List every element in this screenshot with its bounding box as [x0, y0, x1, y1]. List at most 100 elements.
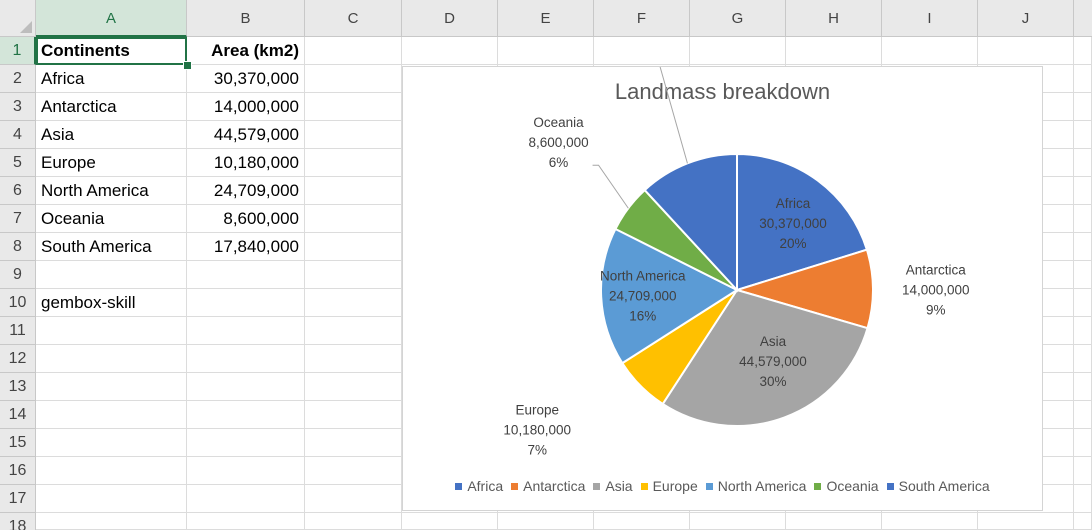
- pie-slice-asia[interactable]: [661, 288, 869, 427]
- cell-b16[interactable]: [187, 457, 305, 485]
- cell-k15[interactable]: [1074, 429, 1092, 457]
- legend-item-oceania[interactable]: Oceania: [814, 478, 879, 494]
- cell-k10[interactable]: [1074, 289, 1092, 317]
- fill-handle[interactable]: [183, 61, 192, 70]
- cell-c13[interactable]: [305, 373, 402, 401]
- cell-a2[interactable]: Africa: [36, 65, 187, 93]
- cell-a8[interactable]: South America: [36, 233, 187, 261]
- cell-c14[interactable]: [305, 401, 402, 429]
- cell-b12[interactable]: [187, 345, 305, 373]
- cell-c6[interactable]: [305, 177, 402, 205]
- cell-j1[interactable]: [978, 37, 1074, 65]
- cell-h1[interactable]: [786, 37, 882, 65]
- row-header-10[interactable]: 10: [0, 289, 36, 317]
- row-header-16[interactable]: 16: [0, 457, 36, 485]
- cell-c7[interactable]: [305, 205, 402, 233]
- row-header-7[interactable]: 7: [0, 205, 36, 233]
- cell-k1[interactable]: [1074, 37, 1092, 65]
- column-header-a[interactable]: A: [36, 0, 187, 37]
- cell-k12[interactable]: [1074, 345, 1092, 373]
- cell-k16[interactable]: [1074, 457, 1092, 485]
- legend-item-europe[interactable]: Europe: [640, 478, 698, 494]
- cell-b18[interactable]: [187, 513, 305, 530]
- cell-a18[interactable]: [36, 513, 187, 530]
- cell-a12[interactable]: [36, 345, 187, 373]
- cell-a3[interactable]: Antarctica: [36, 93, 187, 121]
- cell-a9[interactable]: [36, 261, 187, 289]
- row-header-18[interactable]: 18: [0, 513, 36, 530]
- pie-slice-north-america[interactable]: [600, 227, 740, 365]
- cell-c4[interactable]: [305, 121, 402, 149]
- row-header-13[interactable]: 13: [0, 373, 36, 401]
- cell-b10[interactable]: [187, 289, 305, 317]
- legend-item-africa[interactable]: Africa: [455, 478, 503, 494]
- cell-a15[interactable]: [36, 429, 187, 457]
- cell-c16[interactable]: [305, 457, 402, 485]
- cell-c2[interactable]: [305, 65, 402, 93]
- cell-c15[interactable]: [305, 429, 402, 457]
- legend-item-north-america[interactable]: North America: [705, 478, 806, 494]
- cell-k14[interactable]: [1074, 401, 1092, 429]
- cell-k8[interactable]: [1074, 233, 1092, 261]
- row-header-2[interactable]: 2: [0, 65, 36, 93]
- column-header-h[interactable]: H: [786, 0, 882, 37]
- cell-g1[interactable]: [690, 37, 786, 65]
- cell-b17[interactable]: [187, 485, 305, 513]
- cell-b13[interactable]: [187, 373, 305, 401]
- cell-k17[interactable]: [1074, 485, 1092, 513]
- cell-f1[interactable]: [594, 37, 690, 65]
- cell-a16[interactable]: [36, 457, 187, 485]
- cell-k11[interactable]: [1074, 317, 1092, 345]
- cell-b11[interactable]: [187, 317, 305, 345]
- column-header-g[interactable]: G: [690, 0, 786, 37]
- cell-k6[interactable]: [1074, 177, 1092, 205]
- cell-b5[interactable]: 10,180,000: [187, 149, 305, 177]
- column-header-f[interactable]: F: [594, 0, 690, 37]
- cell-b9[interactable]: [187, 261, 305, 289]
- row-header-3[interactable]: 3: [0, 93, 36, 121]
- cell-k7[interactable]: [1074, 205, 1092, 233]
- column-header-c[interactable]: C: [305, 0, 402, 37]
- cell-c9[interactable]: [305, 261, 402, 289]
- row-header-15[interactable]: 15: [0, 429, 36, 457]
- cell-h18[interactable]: [786, 513, 882, 530]
- cell-b6[interactable]: 24,709,000: [187, 177, 305, 205]
- cell-a1[interactable]: Continents: [36, 37, 187, 65]
- cell-k9[interactable]: [1074, 261, 1092, 289]
- cell-a4[interactable]: Asia: [36, 121, 187, 149]
- column-header-b[interactable]: B: [187, 0, 305, 37]
- cell-c11[interactable]: [305, 317, 402, 345]
- cell-b7[interactable]: 8,600,000: [187, 205, 305, 233]
- row-header-1[interactable]: 1: [0, 37, 36, 65]
- cell-k4[interactable]: [1074, 121, 1092, 149]
- row-header-12[interactable]: 12: [0, 345, 36, 373]
- cell-k3[interactable]: [1074, 93, 1092, 121]
- cell-b14[interactable]: [187, 401, 305, 429]
- cell-c17[interactable]: [305, 485, 402, 513]
- row-header-8[interactable]: 8: [0, 233, 36, 261]
- cell-c8[interactable]: [305, 233, 402, 261]
- column-header-e[interactable]: E: [498, 0, 594, 37]
- cell-b1[interactable]: Area (km2): [187, 37, 305, 65]
- cell-a5[interactable]: Europe: [36, 149, 187, 177]
- row-header-4[interactable]: 4: [0, 121, 36, 149]
- cell-e1[interactable]: [498, 37, 594, 65]
- cell-j18[interactable]: [978, 513, 1074, 530]
- cell-c10[interactable]: [305, 289, 402, 317]
- legend-item-asia[interactable]: Asia: [593, 478, 633, 494]
- pie-slice-africa[interactable]: [736, 152, 869, 292]
- cell-a6[interactable]: North America: [36, 177, 187, 205]
- column-header-k[interactable]: [1074, 0, 1092, 37]
- cell-a13[interactable]: [36, 373, 187, 401]
- row-header-11[interactable]: 11: [0, 317, 36, 345]
- column-header-j[interactable]: J: [978, 0, 1074, 37]
- cell-k5[interactable]: [1074, 149, 1092, 177]
- cell-j17[interactable]: [978, 485, 1074, 513]
- cell-c5[interactable]: [305, 149, 402, 177]
- row-header-9[interactable]: 9: [0, 261, 36, 289]
- cell-d1[interactable]: [402, 37, 498, 65]
- column-header-d[interactable]: D: [402, 0, 498, 37]
- cell-b2[interactable]: 30,370,000: [187, 65, 305, 93]
- legend-item-antarctica[interactable]: Antarctica: [511, 478, 585, 494]
- cell-b4[interactable]: 44,579,000: [187, 121, 305, 149]
